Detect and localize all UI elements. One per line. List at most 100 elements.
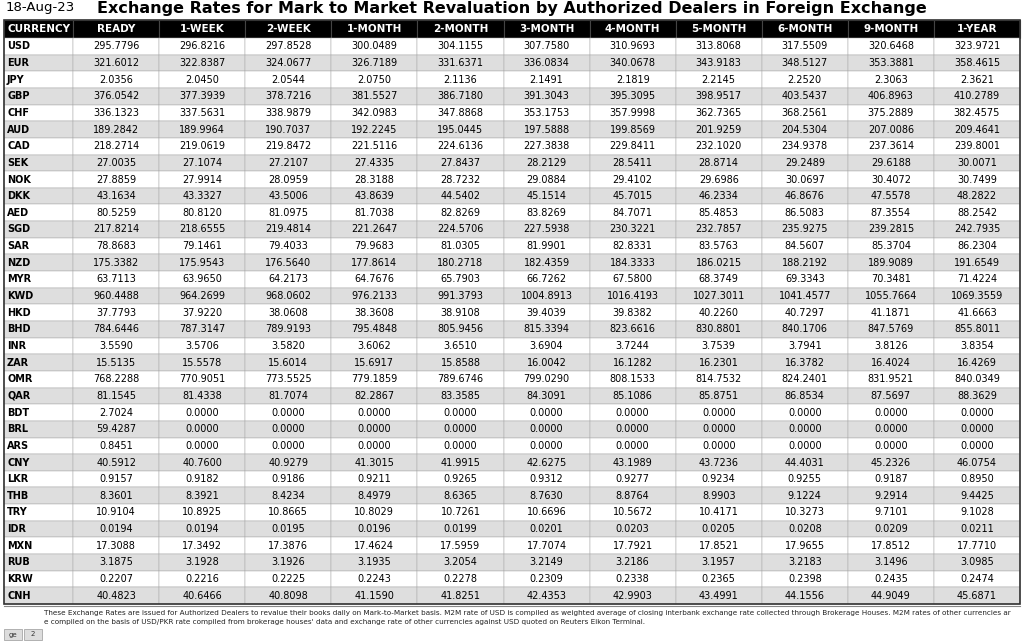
Bar: [676, 338, 762, 354]
Text: 0.0000: 0.0000: [529, 408, 563, 417]
Bar: [418, 254, 504, 271]
Text: 30.0697: 30.0697: [784, 175, 824, 184]
Bar: [762, 338, 848, 354]
Text: 16.2301: 16.2301: [698, 358, 738, 368]
Bar: [934, 71, 1020, 88]
Bar: [504, 204, 590, 221]
Bar: [590, 338, 676, 354]
Bar: [504, 438, 590, 454]
Text: 40.2260: 40.2260: [698, 308, 738, 318]
Text: 221.2647: 221.2647: [351, 225, 397, 234]
Text: 81.0975: 81.0975: [268, 208, 308, 218]
Bar: [590, 88, 676, 105]
Bar: [246, 321, 332, 338]
Bar: [590, 55, 676, 71]
Text: 0.9182: 0.9182: [185, 474, 219, 484]
Text: 45.7015: 45.7015: [612, 191, 652, 201]
Text: 28.0959: 28.0959: [268, 175, 308, 184]
Text: 313.8068: 313.8068: [695, 41, 741, 51]
Text: 0.0000: 0.0000: [357, 408, 391, 417]
Bar: [848, 171, 934, 188]
Text: 0.0199: 0.0199: [443, 524, 477, 534]
Text: 1055.7664: 1055.7664: [864, 291, 918, 301]
Text: Exchange Rates for Mark to Market Revaluation by Authorized Dealers in Foreign E: Exchange Rates for Mark to Market Revalu…: [97, 1, 927, 15]
Text: 41.9915: 41.9915: [440, 458, 480, 467]
Bar: [246, 438, 332, 454]
Bar: [4, 587, 73, 604]
Text: 234.9378: 234.9378: [781, 141, 827, 152]
Text: 17.5959: 17.5959: [440, 541, 480, 551]
Bar: [590, 521, 676, 537]
Bar: [590, 38, 676, 55]
Text: NOK: NOK: [7, 175, 31, 184]
Bar: [73, 254, 159, 271]
Bar: [4, 138, 73, 155]
Bar: [73, 571, 159, 587]
Text: 17.7074: 17.7074: [526, 541, 566, 551]
Bar: [73, 354, 159, 371]
Text: 2.0450: 2.0450: [185, 74, 219, 85]
Bar: [332, 487, 418, 504]
Bar: [418, 88, 504, 105]
Bar: [418, 121, 504, 138]
Bar: [332, 20, 418, 38]
Bar: [848, 521, 934, 537]
Bar: [159, 454, 246, 471]
Text: 353.1753: 353.1753: [523, 108, 569, 118]
Bar: [762, 171, 848, 188]
Bar: [848, 404, 934, 421]
Bar: [676, 204, 762, 221]
Bar: [246, 71, 332, 88]
Bar: [73, 204, 159, 221]
Text: 63.7113: 63.7113: [96, 274, 136, 284]
Bar: [762, 38, 848, 55]
Text: 81.9901: 81.9901: [526, 241, 566, 251]
Text: 296.8216: 296.8216: [179, 41, 225, 51]
Bar: [73, 388, 159, 404]
Bar: [590, 587, 676, 604]
Text: 0.0000: 0.0000: [271, 408, 305, 417]
Text: 0.9186: 0.9186: [271, 474, 305, 484]
Text: 779.1859: 779.1859: [351, 374, 397, 385]
Bar: [848, 20, 934, 38]
Bar: [246, 354, 332, 371]
Bar: [332, 554, 418, 571]
Text: TRY: TRY: [7, 507, 28, 517]
Bar: [332, 504, 418, 521]
Bar: [762, 454, 848, 471]
Bar: [4, 171, 73, 188]
Text: 348.5127: 348.5127: [781, 58, 828, 68]
Text: 0.2365: 0.2365: [701, 574, 735, 584]
Bar: [934, 338, 1020, 354]
Text: MXN: MXN: [7, 541, 32, 551]
Bar: [246, 204, 332, 221]
Text: 28.5411: 28.5411: [612, 158, 652, 168]
Bar: [4, 521, 73, 537]
Text: 336.0834: 336.0834: [523, 58, 569, 68]
Text: 0.0000: 0.0000: [961, 424, 993, 434]
Text: 219.8472: 219.8472: [265, 141, 311, 152]
Bar: [159, 304, 246, 321]
Text: 9-MONTH: 9-MONTH: [863, 24, 919, 34]
Text: 10.7261: 10.7261: [440, 507, 480, 517]
Text: 338.9879: 338.9879: [265, 108, 311, 118]
Text: 218.6555: 218.6555: [179, 225, 225, 234]
Text: 353.3881: 353.3881: [868, 58, 913, 68]
Text: 29.4102: 29.4102: [612, 175, 652, 184]
Bar: [159, 471, 246, 487]
Text: 85.1086: 85.1086: [612, 391, 652, 401]
Bar: [418, 471, 504, 487]
Bar: [762, 587, 848, 604]
Bar: [934, 537, 1020, 554]
Text: 9.1224: 9.1224: [787, 490, 821, 501]
Bar: [676, 321, 762, 338]
Bar: [848, 38, 934, 55]
Text: 79.4033: 79.4033: [268, 241, 308, 251]
Text: 378.7216: 378.7216: [265, 91, 311, 101]
Bar: [73, 487, 159, 504]
Text: 326.7189: 326.7189: [351, 58, 397, 68]
Bar: [934, 254, 1020, 271]
Bar: [73, 188, 159, 204]
Bar: [4, 504, 73, 521]
Text: 189.2842: 189.2842: [93, 125, 139, 135]
